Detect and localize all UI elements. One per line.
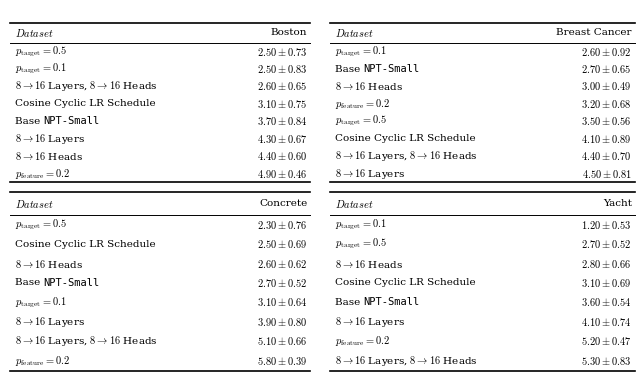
Text: $8 \to 16$ Heads: $8 \to 16$ Heads xyxy=(15,150,83,162)
Text: $p_{\mathrm{feature}} = 0.2$: $p_{\mathrm{feature}} = 0.2$ xyxy=(335,97,390,111)
Text: $4.90 \pm 0.46$: $4.90 \pm 0.46$ xyxy=(257,168,307,179)
Text: Base: Base xyxy=(335,64,364,74)
Text: $8 \to 16$ Heads: $8 \to 16$ Heads xyxy=(335,257,403,270)
Text: NPT-Small: NPT-Small xyxy=(44,278,99,288)
Text: Base: Base xyxy=(15,117,44,126)
Text: $3.50 \pm 0.56$: $3.50 \pm 0.56$ xyxy=(582,115,632,127)
Text: $p_{\mathrm{feature}} = 0.2$: $p_{\mathrm{feature}} = 0.2$ xyxy=(335,334,390,348)
Text: $\mathit{Dataset}$: $\mathit{Dataset}$ xyxy=(335,198,373,210)
Text: Cosine Cyclic LR Schedule: Cosine Cyclic LR Schedule xyxy=(335,279,476,288)
Text: $8 \to 16$ Layers: $8 \to 16$ Layers xyxy=(335,315,404,329)
Text: $2.70 \pm 0.52$: $2.70 \pm 0.52$ xyxy=(257,277,307,289)
Text: $p_{\mathrm{target}} = 0.5$: $p_{\mathrm{target}} = 0.5$ xyxy=(15,44,67,59)
Text: $3.90 \pm 0.80$: $3.90 \pm 0.80$ xyxy=(257,316,307,328)
Text: Breast Cancer: Breast Cancer xyxy=(556,28,632,37)
Text: $p_{\mathrm{target}} = 0.1$: $p_{\mathrm{target}} = 0.1$ xyxy=(335,44,387,59)
Text: $2.50 \pm 0.73$: $2.50 \pm 0.73$ xyxy=(257,46,307,58)
Text: $2.50 \pm 0.69$: $2.50 \pm 0.69$ xyxy=(257,238,307,250)
Text: $2.70 \pm 0.52$: $2.70 \pm 0.52$ xyxy=(581,238,632,250)
Text: $p_{\mathrm{target}} = 0.5$: $p_{\mathrm{target}} = 0.5$ xyxy=(335,114,387,129)
Text: $8 \to 16$ Layers: $8 \to 16$ Layers xyxy=(15,315,84,329)
Text: $3.00 \pm 0.49$: $3.00 \pm 0.49$ xyxy=(582,80,632,92)
Text: $4.10 \pm 0.89$: $4.10 \pm 0.89$ xyxy=(582,133,632,145)
Text: $3.60 \pm 0.54$: $3.60 \pm 0.54$ xyxy=(581,296,632,308)
Text: $4.50 \pm 0.81$: $4.50 \pm 0.81$ xyxy=(582,168,632,179)
Text: $2.60 \pm 0.92$: $2.60 \pm 0.92$ xyxy=(581,46,632,58)
Text: NPT-Small: NPT-Small xyxy=(364,297,419,307)
Text: Cosine Cyclic LR Schedule: Cosine Cyclic LR Schedule xyxy=(335,134,476,143)
Text: $5.20 \pm 0.47$: $5.20 \pm 0.47$ xyxy=(581,335,632,347)
Text: Base: Base xyxy=(335,298,364,307)
Text: Yacht: Yacht xyxy=(603,199,632,208)
Text: $p_{\mathrm{target}} = 0.1$: $p_{\mathrm{target}} = 0.1$ xyxy=(15,62,67,76)
Text: Cosine Cyclic LR Schedule: Cosine Cyclic LR Schedule xyxy=(15,239,156,248)
Text: $4.40 \pm 0.60$: $4.40 \pm 0.60$ xyxy=(257,150,307,162)
Text: $2.60 \pm 0.65$: $2.60 \pm 0.65$ xyxy=(257,80,307,92)
Text: $2.70 \pm 0.65$: $2.70 \pm 0.65$ xyxy=(582,63,632,75)
Text: NPT-Small: NPT-Small xyxy=(364,64,419,74)
Text: $3.70 \pm 0.84$: $3.70 \pm 0.84$ xyxy=(257,115,307,127)
Text: $4.10 \pm 0.74$: $4.10 \pm 0.74$ xyxy=(581,316,632,328)
Text: $4.30 \pm 0.67$: $4.30 \pm 0.67$ xyxy=(257,133,307,145)
Text: $5.30 \pm 0.83$: $5.30 \pm 0.83$ xyxy=(581,355,632,367)
Text: Cosine Cyclic LR Schedule: Cosine Cyclic LR Schedule xyxy=(15,100,156,108)
Text: $\mathit{Dataset}$: $\mathit{Dataset}$ xyxy=(15,198,53,210)
Text: $p_{\mathrm{target}} = 0.1$: $p_{\mathrm{target}} = 0.1$ xyxy=(335,218,387,232)
Text: $p_{\mathrm{target}} = 0.1$: $p_{\mathrm{target}} = 0.1$ xyxy=(15,295,67,310)
Text: $p_{\mathrm{feature}} = 0.2$: $p_{\mathrm{feature}} = 0.2$ xyxy=(15,354,70,368)
Text: $3.10 \pm 0.69$: $3.10 \pm 0.69$ xyxy=(582,277,632,289)
Text: $3.20 \pm 0.68$: $3.20 \pm 0.68$ xyxy=(581,98,632,110)
Text: $8 \to 16$ Layers, $8 \to 16$ Heads: $8 \to 16$ Layers, $8 \to 16$ Heads xyxy=(15,334,157,348)
Text: $2.50 \pm 0.83$: $2.50 \pm 0.83$ xyxy=(257,63,307,75)
Text: $8 \to 16$ Layers, $8 \to 16$ Heads: $8 \to 16$ Layers, $8 \to 16$ Heads xyxy=(15,80,157,93)
Text: $p_{\mathrm{feature}} = 0.2$: $p_{\mathrm{feature}} = 0.2$ xyxy=(15,167,70,181)
Text: $3.10 \pm 0.64$: $3.10 \pm 0.64$ xyxy=(257,296,307,308)
Text: $8 \to 16$ Layers: $8 \to 16$ Layers xyxy=(335,167,404,181)
Text: $1.20 \pm 0.53$: $1.20 \pm 0.53$ xyxy=(581,219,632,231)
Text: $2.80 \pm 0.66$: $2.80 \pm 0.66$ xyxy=(582,257,632,270)
Text: $4.40 \pm 0.70$: $4.40 \pm 0.70$ xyxy=(581,150,632,162)
Text: $8 \to 16$ Heads: $8 \to 16$ Heads xyxy=(15,257,83,270)
Text: Boston: Boston xyxy=(271,28,307,37)
Text: $2.60 \pm 0.62$: $2.60 \pm 0.62$ xyxy=(257,257,307,270)
Text: $5.80 \pm 0.39$: $5.80 \pm 0.39$ xyxy=(257,355,307,367)
Text: $5.10 \pm 0.66$: $5.10 \pm 0.66$ xyxy=(257,335,307,347)
Text: NPT-Small: NPT-Small xyxy=(44,116,99,126)
Text: $3.10 \pm 0.75$: $3.10 \pm 0.75$ xyxy=(257,98,307,110)
Text: $2.30 \pm 0.76$: $2.30 \pm 0.76$ xyxy=(257,219,307,231)
Text: $\mathit{Dataset}$: $\mathit{Dataset}$ xyxy=(335,27,373,39)
Text: Base: Base xyxy=(15,279,44,288)
Text: $p_{\mathrm{target}} = 0.5$: $p_{\mathrm{target}} = 0.5$ xyxy=(335,237,387,251)
Text: Concrete: Concrete xyxy=(259,199,307,208)
Text: $p_{\mathrm{target}} = 0.5$: $p_{\mathrm{target}} = 0.5$ xyxy=(15,218,67,232)
Text: $8 \to 16$ Layers, $8 \to 16$ Heads: $8 \to 16$ Layers, $8 \to 16$ Heads xyxy=(335,354,477,368)
Text: $8 \to 16$ Heads: $8 \to 16$ Heads xyxy=(335,80,403,92)
Text: $\mathit{Dataset}$: $\mathit{Dataset}$ xyxy=(15,27,53,39)
Text: $8 \to 16$ Layers, $8 \to 16$ Heads: $8 \to 16$ Layers, $8 \to 16$ Heads xyxy=(335,149,477,163)
Text: $8 \to 16$ Layers: $8 \to 16$ Layers xyxy=(15,132,84,146)
